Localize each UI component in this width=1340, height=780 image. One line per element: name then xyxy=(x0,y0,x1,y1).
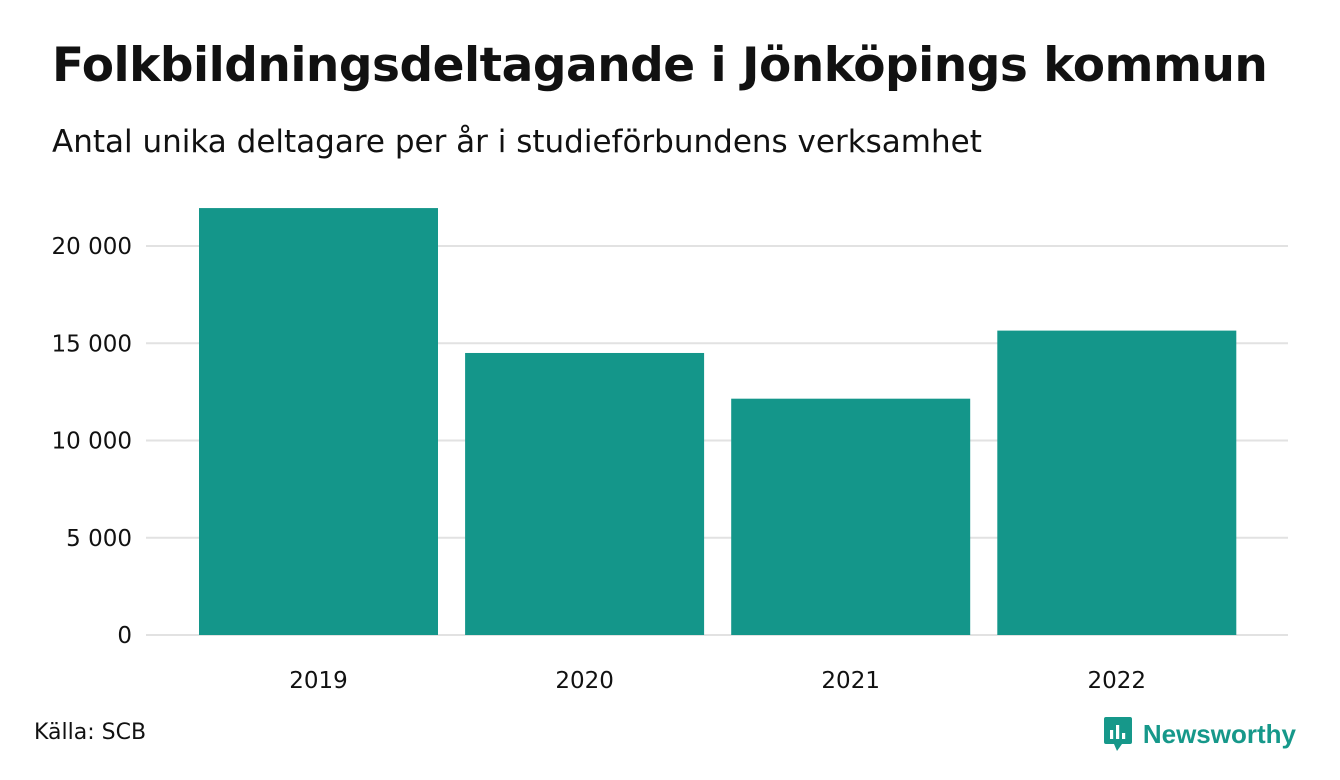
y-tick-label: 15 000 xyxy=(52,331,132,357)
y-tick-label: 20 000 xyxy=(52,234,132,260)
y-tick-label: 10 000 xyxy=(52,429,132,455)
x-axis-ticks: 2019 2020 2021 2022 xyxy=(289,668,1146,694)
x-tick-label: 2022 xyxy=(1088,668,1147,694)
bar-2022 xyxy=(997,330,1237,635)
y-axis-ticks: 0 5 000 10 000 15 000 20 000 xyxy=(52,234,132,649)
chart-title: Folkbildningsdeltagande i Jönköpings kom… xyxy=(52,38,1268,93)
brand-logo: Newsworthy xyxy=(1103,714,1296,754)
x-tick-label: 2021 xyxy=(821,668,880,694)
y-tick-label: 0 xyxy=(117,623,132,649)
x-tick-label: 2019 xyxy=(289,668,348,694)
source-note: Källa: SCB xyxy=(34,720,147,745)
chart-subtitle: Antal unika deltagare per år i studieför… xyxy=(52,124,982,160)
bar-2019 xyxy=(199,208,438,635)
bar-2021 xyxy=(731,398,971,635)
brand-name: Newsworthy xyxy=(1142,718,1296,749)
bars xyxy=(199,208,1237,635)
newsworthy-logo-icon xyxy=(1103,717,1132,751)
y-tick-label: 5 000 xyxy=(66,526,132,552)
bar-chart: 0 5 000 10 000 15 000 20 000 2019 2020 2021 202… xyxy=(52,208,1288,694)
x-tick-label: 2020 xyxy=(555,668,614,694)
bar-2020 xyxy=(465,352,705,635)
